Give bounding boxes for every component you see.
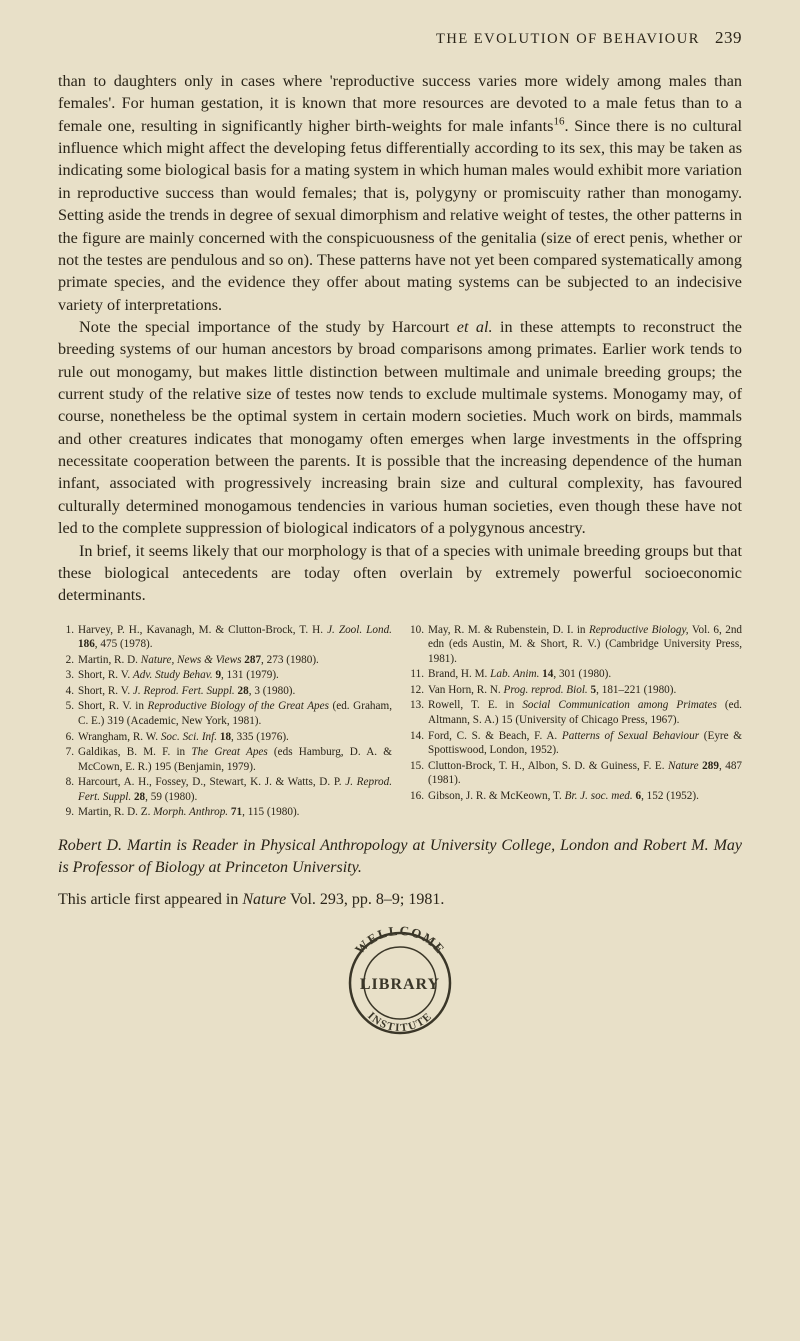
- reference-item: 3. Short, R. V. Adv. Study Behav. 9, 131 …: [58, 668, 392, 683]
- reference-text: Short, R. V. J. Reprod. Fert. Suppl. 28,…: [78, 684, 392, 699]
- body-paragraph: than to daughters only in cases where 'r…: [58, 70, 742, 316]
- reference-item: 2. Martin, R. D. Nature, News & Views 287…: [58, 653, 392, 668]
- reference-item: 11. Brand, H. M. Lab. Anim. 14, 301 (1980…: [408, 667, 742, 682]
- source-prefix: This article first appeared in: [58, 891, 242, 908]
- reference-number: 4.: [58, 684, 74, 699]
- reference-item: 9. Martin, R. D. Z. Morph. Anthrop. 71, 1…: [58, 805, 392, 820]
- reference-item: 4. Short, R. V. J. Reprod. Fert. Suppl. 2…: [58, 684, 392, 699]
- reference-number: 12.: [408, 683, 424, 698]
- reference-text: Short, R. V. in Reproductive Biology of …: [78, 699, 392, 728]
- reference-number: 14.: [408, 729, 424, 758]
- reference-text: Martin, R. D. Nature, News & Views 287, …: [78, 653, 392, 668]
- reference-item: 13.Rowell, T. E. in Social Communication…: [408, 698, 742, 727]
- reference-text: Brand, H. M. Lab. Anim. 14, 301 (1980).: [428, 667, 742, 682]
- reference-item: 8.Harcourt, A. H., Fossey, D., Stewart, …: [58, 775, 392, 804]
- reference-text: Clutton-Brock, T. H., Albon, S. D. & Gui…: [428, 759, 742, 788]
- running-header: THE EVOLUTION OF BEHAVIOUR 239: [58, 28, 742, 48]
- references-col-right: 10.May, R. M. & Rubenstein, D. I. in Rep…: [408, 623, 742, 821]
- reference-number: 9.: [58, 805, 74, 820]
- reference-text: Harvey, P. H., Kavanagh, M. & Clutton-Br…: [78, 623, 392, 652]
- reference-number: 8.: [58, 775, 74, 804]
- references-col-left: 1.Harvey, P. H., Kavanagh, M. & Clutton-…: [58, 623, 392, 821]
- reference-number: 15.: [408, 759, 424, 788]
- reference-item: 1.Harvey, P. H., Kavanagh, M. & Clutton-…: [58, 623, 392, 652]
- reference-number: 11.: [408, 667, 424, 682]
- library-stamp: WELLCOME LIBRARY INSTITUTE: [334, 925, 466, 1035]
- author-note: Robert D. Martin is Reader in Physical A…: [58, 835, 742, 879]
- stamp-middle-text: LIBRARY: [360, 976, 440, 993]
- reference-text: Wrangham, R. W. Soc. Sci. Inf. 18, 335 (…: [78, 730, 392, 745]
- reference-item: 16. Gibson, J. R. & McKeown, T. Br. J. so…: [408, 789, 742, 804]
- reference-number: 3.: [58, 668, 74, 683]
- source-journal: Nature: [242, 891, 286, 908]
- stamp-top-text: WELLCOME: [352, 925, 449, 957]
- reference-number: 6.: [58, 730, 74, 745]
- reference-text: Gibson, J. R. & McKeown, T. Br. J. soc. …: [428, 789, 742, 804]
- reference-item: 5.Short, R. V. in Reproductive Biology o…: [58, 699, 392, 728]
- reference-item: 7.Galdikas, B. M. F. in The Great Apes (…: [58, 745, 392, 774]
- reference-number: 10.: [408, 623, 424, 667]
- stamp-bottom-text: INSTITUTE: [365, 1010, 435, 1034]
- reference-text: Van Horn, R. N. Prog. reprod. Biol. 5, 1…: [428, 683, 742, 698]
- reference-number: 7.: [58, 745, 74, 774]
- reference-text: Ford, C. S. & Beach, F. A. Patterns of S…: [428, 729, 742, 758]
- body-paragraph: In brief, it seems likely that our morph…: [58, 540, 742, 607]
- source-suffix: Vol. 293, pp. 8–9; 1981.: [286, 891, 444, 908]
- reference-item: 14.Ford, C. S. & Beach, F. A. Patterns o…: [408, 729, 742, 758]
- reference-text: Short, R. V. Adv. Study Behav. 9, 131 (1…: [78, 668, 392, 683]
- reference-item: 6. Wrangham, R. W. Soc. Sci. Inf. 18, 335…: [58, 730, 392, 745]
- page-number: 239: [715, 28, 742, 47]
- reference-number: 16.: [408, 789, 424, 804]
- reference-number: 2.: [58, 653, 74, 668]
- reference-number: 1.: [58, 623, 74, 652]
- references-block: 1.Harvey, P. H., Kavanagh, M. & Clutton-…: [58, 623, 742, 821]
- reference-text: Rowell, T. E. in Social Communication am…: [428, 698, 742, 727]
- reference-text: May, R. M. & Rubenstein, D. I. in Reprod…: [428, 623, 742, 667]
- body-text: than to daughters only in cases where 'r…: [58, 70, 742, 607]
- running-title: THE EVOLUTION OF BEHAVIOUR: [436, 31, 700, 47]
- reference-text: Harcourt, A. H., Fossey, D., Stewart, K.…: [78, 775, 392, 804]
- reference-item: 10.May, R. M. & Rubenstein, D. I. in Rep…: [408, 623, 742, 667]
- reference-number: 5.: [58, 699, 74, 728]
- body-paragraph: Note the special importance of the study…: [58, 316, 742, 540]
- reference-text: Galdikas, B. M. F. in The Great Apes (ed…: [78, 745, 392, 774]
- reference-item: 12. Van Horn, R. N. Prog. reprod. Biol. 5…: [408, 683, 742, 698]
- reference-number: 13.: [408, 698, 424, 727]
- source-note: This article first appeared in Nature Vo…: [58, 889, 742, 911]
- reference-item: 15.Clutton-Brock, T. H., Albon, S. D. & …: [408, 759, 742, 788]
- reference-text: Martin, R. D. Z. Morph. Anthrop. 71, 115…: [78, 805, 392, 820]
